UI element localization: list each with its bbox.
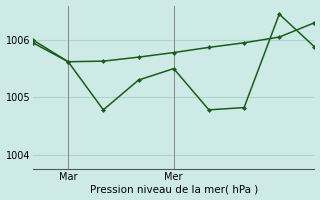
X-axis label: Pression niveau de la mer( hPa ): Pression niveau de la mer( hPa ) [90, 184, 258, 194]
